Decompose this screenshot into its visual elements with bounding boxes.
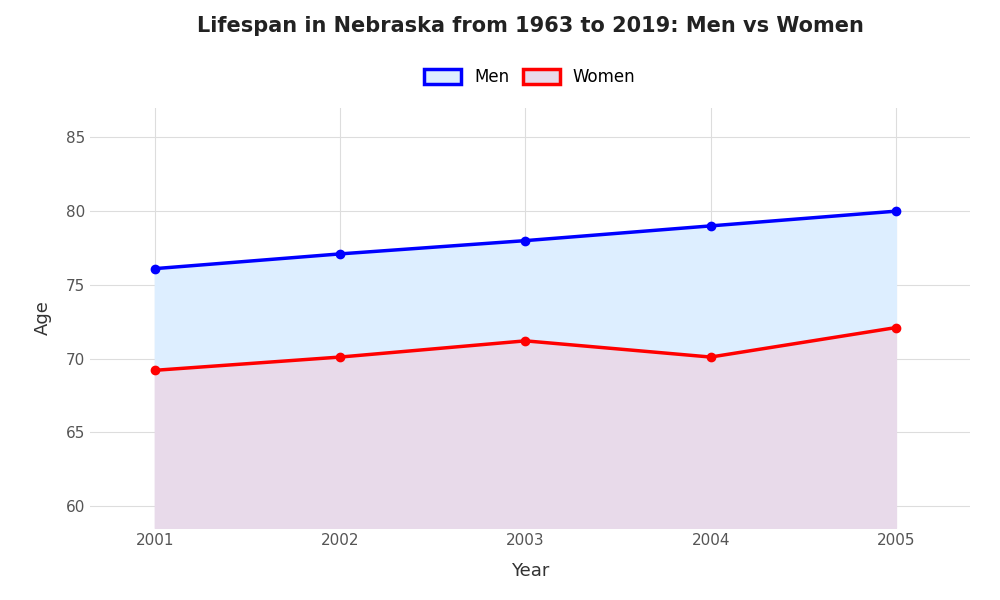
Men [334, 250, 346, 257]
Title: Lifespan in Nebraska from 1963 to 2019: Men vs Women: Lifespan in Nebraska from 1963 to 2019: … [197, 16, 863, 35]
Women [890, 324, 902, 331]
Line: Men: Men [151, 207, 900, 273]
Legend: Men, Women: Men, Women [418, 62, 642, 93]
Women [705, 353, 717, 361]
Men [149, 265, 161, 272]
Men [705, 222, 717, 229]
Men [519, 237, 531, 244]
Women [519, 337, 531, 344]
Men [890, 208, 902, 215]
X-axis label: Year: Year [511, 562, 549, 580]
Line: Women: Women [151, 323, 900, 374]
Women [149, 367, 161, 374]
Y-axis label: Age: Age [34, 301, 52, 335]
Women [334, 353, 346, 361]
